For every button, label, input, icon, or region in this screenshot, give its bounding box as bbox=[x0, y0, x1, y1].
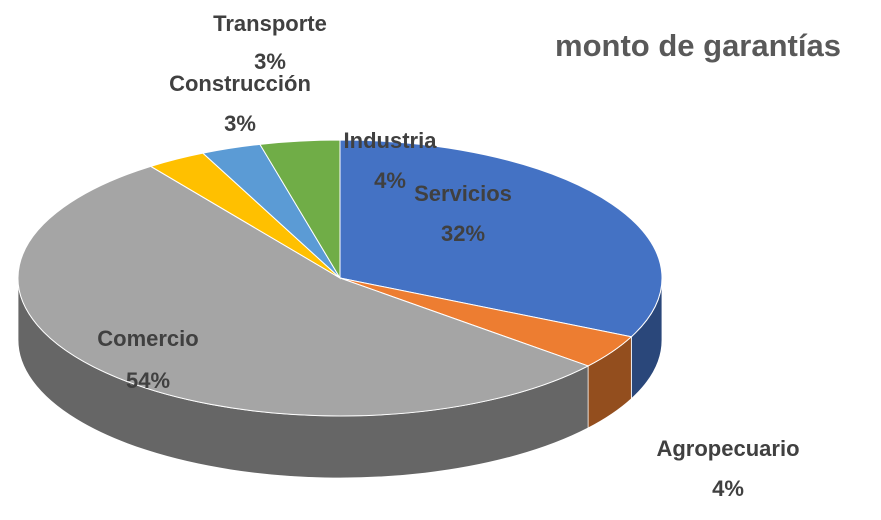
value-label: 32% bbox=[441, 221, 485, 246]
value-label: 4% bbox=[712, 476, 744, 501]
value-label: 4% bbox=[374, 168, 406, 193]
pie-tops bbox=[17, 139, 663, 417]
slice bbox=[17, 165, 590, 417]
value-label: 3% bbox=[224, 111, 256, 136]
category-label: Industria bbox=[344, 128, 438, 153]
chart-title: monto de garantías bbox=[555, 28, 841, 63]
value-label: 3% bbox=[254, 49, 286, 74]
slice bbox=[339, 139, 663, 338]
labels: Servicios 32% Agropecuario 4% Comercio 54% Con… bbox=[97, 11, 799, 501]
category-label: Servicios bbox=[414, 181, 512, 206]
value-label: 54% bbox=[126, 368, 170, 393]
slice bbox=[259, 139, 341, 280]
category-label: Comercio bbox=[97, 326, 198, 351]
category-label: Agropecuario bbox=[656, 436, 799, 461]
category-label: Construcción bbox=[169, 71, 311, 96]
category-label: Transporte bbox=[213, 11, 327, 36]
